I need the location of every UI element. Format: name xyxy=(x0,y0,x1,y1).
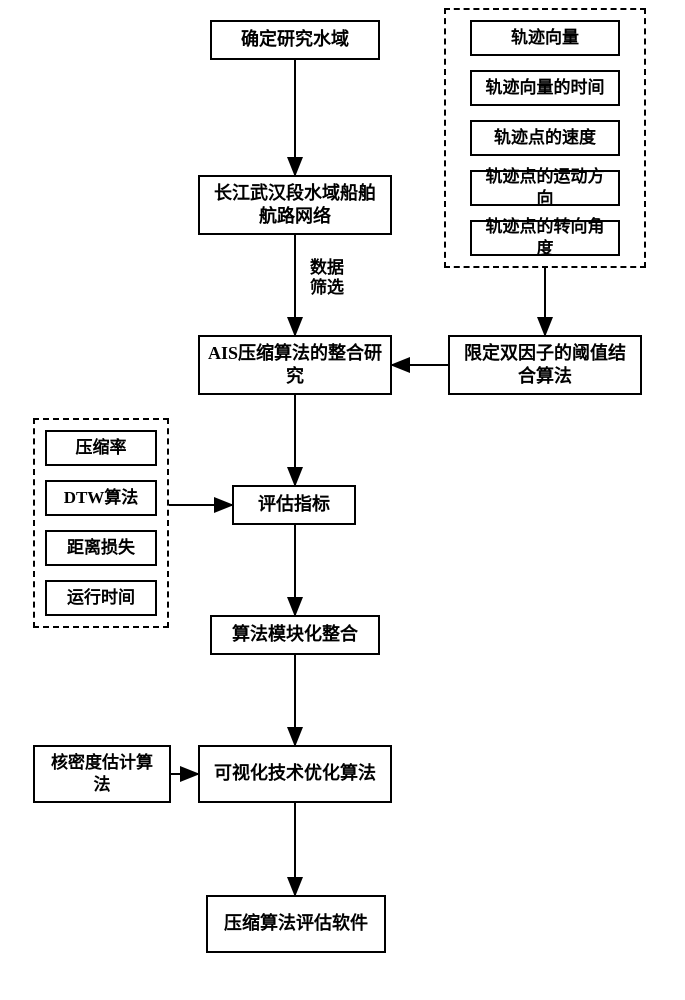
node-visualization-optimization: 可视化技术优化算法 xyxy=(198,745,392,803)
node-label: 核密度估计算法 xyxy=(43,752,161,796)
node-label: 轨迹点的速度 xyxy=(494,127,596,149)
node-label: 长江武汉段水域船舶航路网络 xyxy=(208,182,382,229)
node-modular-integration: 算法模块化整合 xyxy=(210,615,380,655)
metric-dtw: DTW算法 xyxy=(45,480,157,516)
factor-point-turn-angle: 轨迹点的转向角度 xyxy=(470,220,620,256)
node-wuhan-network: 长江武汉段水域船舶航路网络 xyxy=(198,175,392,235)
node-label: 压缩率 xyxy=(76,437,127,459)
node-label: 限定双因子的阈值结合算法 xyxy=(458,342,632,389)
node-ais-compression: AIS压缩算法的整合研究 xyxy=(198,335,392,395)
node-label: 轨迹向量 xyxy=(511,27,579,49)
node-label: AIS压缩算法的整合研究 xyxy=(208,342,382,389)
node-label: 运行时间 xyxy=(67,587,135,609)
node-label: 算法模块化整合 xyxy=(232,623,358,646)
metric-compression-ratio: 压缩率 xyxy=(45,430,157,466)
node-label: 评估指标 xyxy=(258,493,330,516)
node-evaluation-software: 压缩算法评估软件 xyxy=(206,895,386,953)
factor-trajectory-time: 轨迹向量的时间 xyxy=(470,70,620,106)
factor-trajectory-vector: 轨迹向量 xyxy=(470,20,620,56)
node-label: 距离损失 xyxy=(67,537,135,559)
factor-point-speed: 轨迹点的速度 xyxy=(470,120,620,156)
node-label: 压缩算法评估软件 xyxy=(224,912,368,935)
node-label: DTW算法 xyxy=(64,487,139,509)
node-label: 确定研究水域 xyxy=(241,28,349,51)
metric-runtime: 运行时间 xyxy=(45,580,157,616)
edge-label: 数据筛选 xyxy=(310,258,344,299)
node-label: 轨迹点的转向角度 xyxy=(480,216,610,260)
node-label: 轨迹点的运动方向 xyxy=(480,166,610,210)
node-label: 轨迹向量的时间 xyxy=(486,77,605,99)
node-label: 可视化技术优化算法 xyxy=(214,762,376,785)
factor-point-direction: 轨迹点的运动方向 xyxy=(470,170,620,206)
node-dual-factor-threshold: 限定双因子的阈值结合算法 xyxy=(448,335,642,395)
node-study-area: 确定研究水域 xyxy=(210,20,380,60)
node-kernel-density: 核密度估计算法 xyxy=(33,745,171,803)
metric-distance-loss: 距离损失 xyxy=(45,530,157,566)
node-evaluation-metrics: 评估指标 xyxy=(232,485,356,525)
